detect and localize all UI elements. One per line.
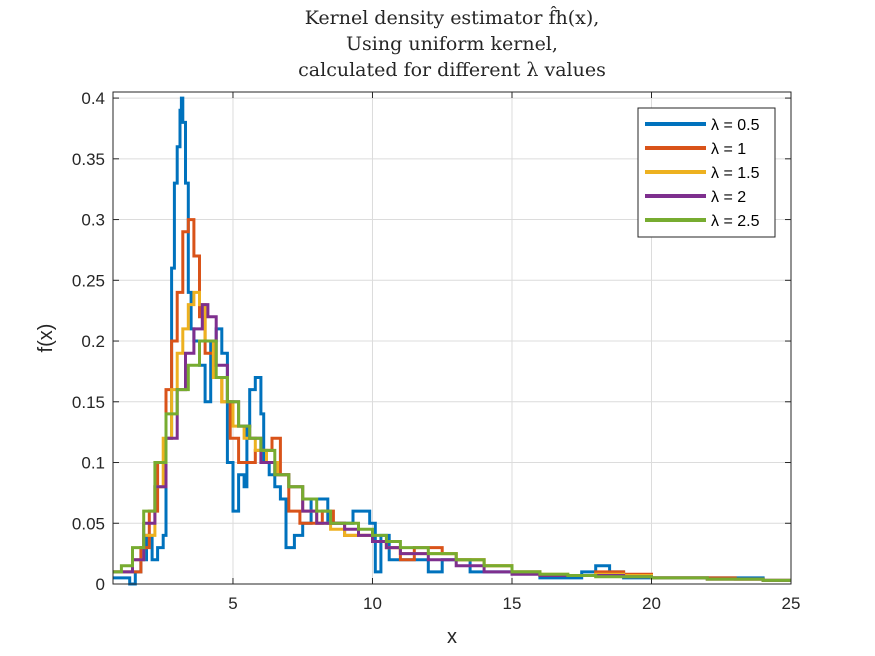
series-line-5 (113, 339, 791, 582)
legend-label-2: λ = 1 (711, 141, 746, 158)
y-axis-ticks: 0 0.05 0.1 0.15 0.2 0.25 0.3 0.35 0.4 (72, 89, 791, 594)
legend-label-5: λ = 2.5 (711, 213, 760, 230)
x-axis-label: x (447, 626, 457, 648)
legend: λ = 0.5 λ = 1 λ = 1.5 λ = 2 λ = 2.5 (637, 107, 776, 238)
x-tick-label: 10 (363, 594, 382, 613)
title-line-1: Kernel density estimator f̂h(x), (305, 6, 600, 29)
axes-box (112, 91, 792, 585)
chart-title: Kernel density estimator f̂h(x), Using u… (298, 6, 606, 81)
legend-label-3: λ = 1.5 (711, 165, 760, 182)
y-tick-label: 0.15 (72, 393, 105, 412)
legend-label-4: λ = 2 (711, 189, 746, 206)
y-tick-label: 0 (96, 575, 105, 594)
y-tick-label: 0.05 (72, 514, 105, 533)
x-tick-label: 15 (503, 594, 522, 613)
x-tick-label: 5 (228, 594, 237, 613)
plot-area (113, 96, 791, 586)
y-tick-label: 0.2 (81, 332, 105, 351)
y-tick-label: 0.1 (81, 454, 105, 473)
y-tick-label: 0.3 (81, 211, 105, 230)
legend-label-1: λ = 0.5 (711, 117, 760, 134)
x-tick-label: 25 (782, 594, 801, 613)
y-tick-label: 0.4 (81, 89, 105, 108)
series-line-2 (113, 218, 791, 582)
y-tick-label: 0.35 (72, 150, 105, 169)
x-tick-label: 20 (642, 594, 661, 613)
x-axis-ticks: 5 10 15 20 25 (228, 92, 800, 613)
title-line-2: Using uniform kernel, (346, 33, 558, 55)
y-tick-label: 0.25 (72, 271, 105, 290)
y-axis-label: f(x) (35, 324, 57, 353)
title-line-3: calculated for different λ values (298, 59, 606, 81)
